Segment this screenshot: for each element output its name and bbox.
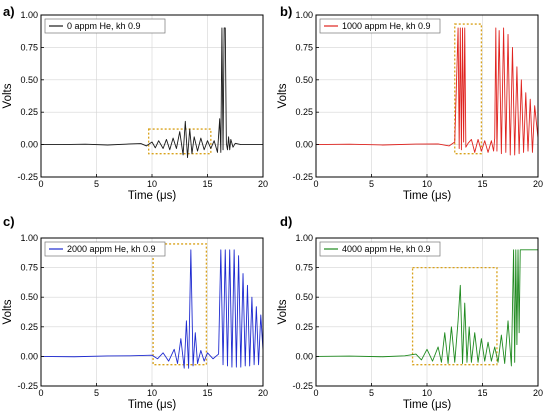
legend-box: [319, 18, 441, 34]
legend-entry: 2000 appm He, kh 0.9: [67, 244, 156, 254]
highlight-box: [411, 266, 498, 366]
x-tick-label: 0: [38, 388, 43, 398]
panel-tag: b): [280, 4, 292, 19]
x-tick-label: 5: [94, 388, 99, 398]
y-tick-label: 0.25: [20, 322, 38, 332]
panel-tag: c): [3, 214, 15, 229]
y-tick-label: 0.50: [295, 292, 313, 302]
y-tick-label: 0.25: [20, 107, 38, 117]
panel-4: 0 5 10 15 20 -0.25 0.00 0.25 0.50 0.75 1.00 Time (μ…: [277, 214, 543, 411]
y-tick-label: 1.00: [295, 233, 313, 243]
legend-entry: 1000 appm He, kh 0.9: [342, 21, 431, 31]
y-axis-title: Volts: [277, 83, 289, 108]
highlight-box: [148, 128, 212, 155]
x-tick-label: 0: [313, 388, 318, 398]
y-tick-label: 0.50: [20, 75, 38, 85]
x-tick-label: 10: [147, 179, 157, 189]
y-tick-label: -0.25: [292, 172, 313, 182]
y-tick-label: 0.00: [20, 140, 38, 150]
y-tick-label: 0.75: [295, 42, 313, 52]
panel-tag: a): [3, 4, 15, 19]
x-tick-label: 20: [258, 388, 268, 398]
series-line: [315, 249, 538, 367]
y-tick-label: 0.00: [295, 351, 313, 361]
x-axis-title: Time (μs): [403, 399, 452, 411]
x-tick-label: 15: [202, 179, 212, 189]
y-tick-label: 0.00: [20, 351, 38, 361]
y-tick-label: 0.50: [295, 75, 313, 85]
panel-3: 0 5 10 15 20 -0.25 0.00 0.25 0.50 0.75 1.00 Time (μ…: [2, 214, 268, 411]
x-tick-label: 10: [422, 388, 432, 398]
x-tick-label: 20: [533, 179, 543, 189]
panel-2: 0 5 10 15 20 -0.25 0.00 0.25 0.50 0.75 1.00 Time (μ…: [277, 4, 543, 202]
y-axis-title: Volts: [2, 299, 14, 324]
legend-entry: 4000 appm He, kh 0.9: [342, 244, 431, 254]
y-tick-label: 0.00: [295, 140, 313, 150]
x-tick-label: 10: [147, 388, 157, 398]
y-tick-label: 1.00: [20, 10, 38, 20]
x-tick-label: 5: [369, 179, 374, 189]
series-line: [40, 249, 264, 369]
y-tick-label: 0.75: [20, 42, 38, 52]
panel-1: 0 5 10 15 20 -0.25 0.00 0.25 0.50 0.75 1.00 Time (μ…: [2, 4, 268, 202]
x-tick-label: 0: [38, 179, 43, 189]
highlight-box: [152, 243, 208, 366]
y-tick-label: 0.75: [20, 263, 38, 273]
y-tick-label: 0.25: [295, 322, 313, 332]
x-axis-title: Time (μs): [128, 190, 177, 202]
y-axis-title: Volts: [277, 299, 289, 324]
y-tick-label: 0.25: [295, 107, 313, 117]
y-tick-label: 1.00: [20, 233, 38, 243]
x-tick-label: 15: [477, 388, 487, 398]
y-tick-label: -0.25: [17, 381, 38, 391]
legend-box: [44, 18, 166, 34]
y-tick-label: 1.00: [295, 10, 313, 20]
legend-box: [44, 241, 166, 257]
legend-box: [319, 241, 441, 257]
x-tick-label: 20: [258, 179, 268, 189]
panel-tag: d): [280, 214, 292, 229]
x-tick-label: 15: [202, 388, 212, 398]
highlight-box: [454, 23, 483, 155]
y-tick-label: 0.50: [20, 292, 38, 302]
x-tick-label: 20: [533, 388, 543, 398]
legend-entry: 0 appm He, kh 0.9: [67, 21, 141, 31]
series-line: [41, 27, 263, 159]
y-tick-label: -0.25: [292, 381, 313, 391]
y-tick-label: -0.25: [17, 172, 38, 182]
x-axis-title: Time (μs): [128, 399, 177, 411]
x-tick-label: 10: [422, 179, 432, 189]
y-axis-title: Volts: [2, 83, 14, 108]
y-tick-label: 0.75: [295, 263, 313, 273]
x-axis-title: Time (μs): [403, 190, 452, 202]
x-tick-label: 0: [313, 179, 318, 189]
x-tick-label: 5: [94, 179, 99, 189]
x-tick-label: 5: [369, 388, 374, 398]
x-tick-label: 15: [477, 179, 487, 189]
series-line: [315, 27, 539, 156]
